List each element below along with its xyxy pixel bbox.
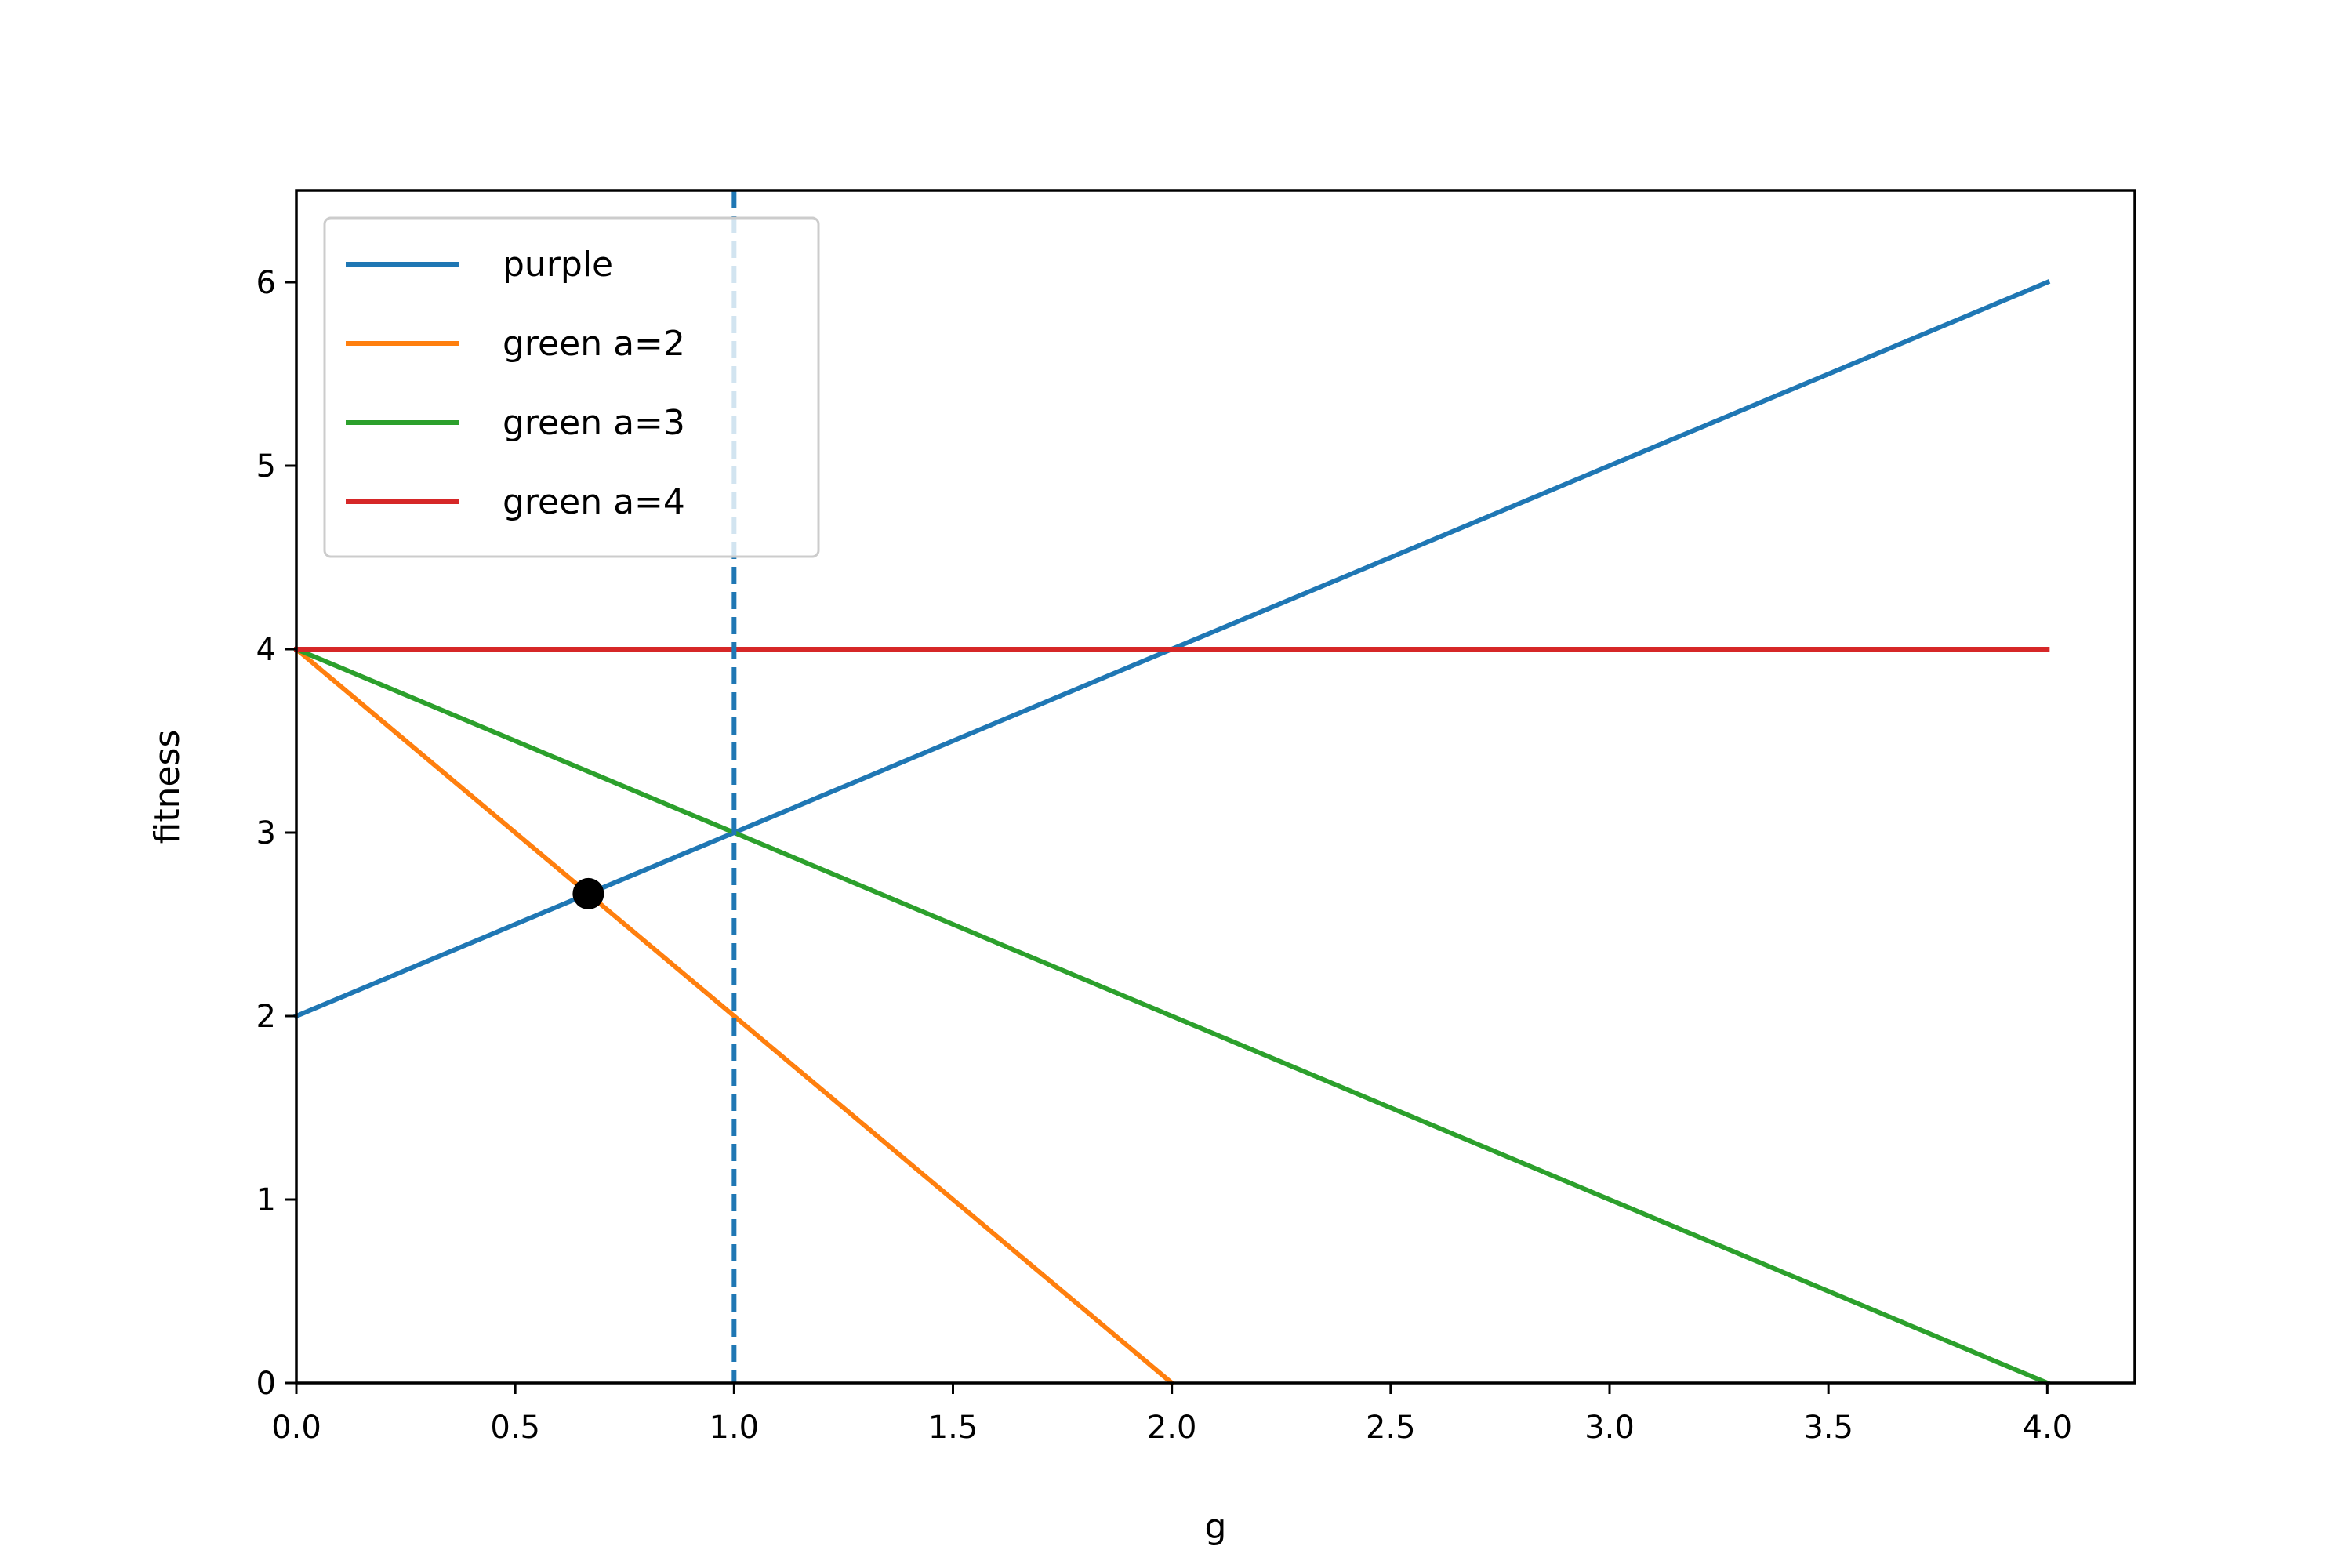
y-tick-label: 6	[256, 265, 276, 301]
x-tick-label: 1.0	[710, 1410, 760, 1446]
legend-label: green a=4	[503, 482, 685, 522]
x-tick-label: 0.0	[271, 1410, 321, 1446]
legend: purple green a=2 green a=3 green a=4	[323, 216, 820, 558]
y-tick-label: 1	[256, 1182, 276, 1218]
series-line-green-a-2	[292, 645, 1175, 1387]
y-tick-label: 4	[256, 632, 276, 668]
intersection-point	[572, 877, 604, 909]
plot-area	[292, 191, 2051, 1387]
x-tick-label: 4.0	[2023, 1410, 2073, 1446]
x-tick-label: 2.5	[1366, 1410, 1416, 1446]
x-axis-label: g	[1205, 1507, 1227, 1547]
y-axis-ticks: 0 1 2 3 4 5 6	[256, 265, 296, 1402]
legend-label: green a=3	[503, 403, 685, 443]
legend-label: green a=2	[503, 324, 685, 364]
axes-frame	[295, 189, 2136, 1385]
x-tick-label: 1.5	[928, 1410, 978, 1446]
legend-label: purple	[503, 245, 613, 285]
y-tick-label: 0	[256, 1366, 276, 1402]
y-axis-label: fitness	[147, 730, 187, 844]
x-tick-label: 3.5	[1803, 1410, 1853, 1446]
x-axis-ticks: 0.0 0.5 1.0 1.5 2.0 2.5 3.0 3.5 4.0	[271, 1383, 2072, 1446]
x-tick-label: 3.0	[1584, 1410, 1635, 1446]
x-tick-label: 2.0	[1147, 1410, 1197, 1446]
series-line-green-a-3	[293, 646, 2051, 1386]
y-tick-label: 5	[256, 448, 276, 485]
legend-box	[323, 216, 820, 558]
x-tick-label: 0.5	[490, 1410, 540, 1446]
y-tick-label: 3	[256, 815, 276, 851]
y-tick-label: 2	[256, 999, 276, 1035]
